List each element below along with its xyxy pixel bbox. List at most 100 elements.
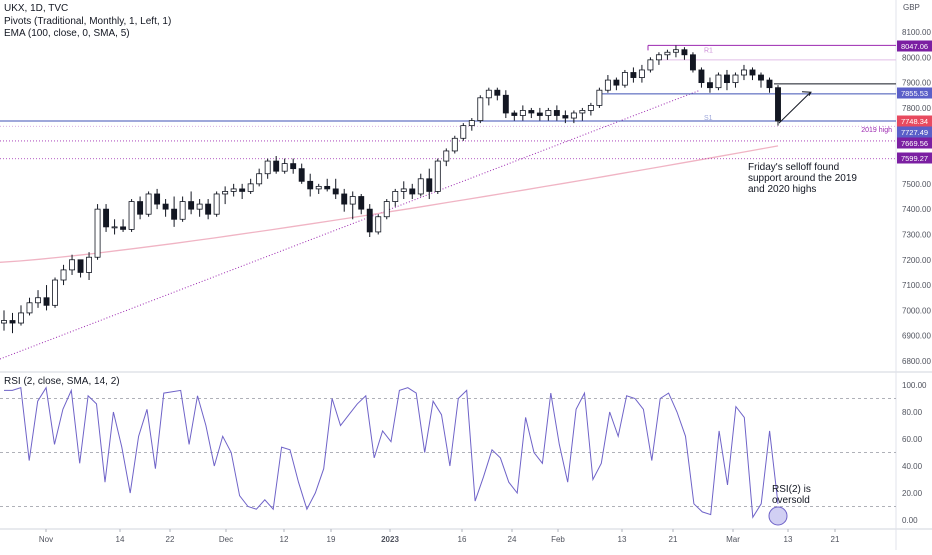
candle-body (213, 193, 220, 215)
candle[interactable] (562, 110, 569, 124)
candle[interactable] (664, 49, 671, 60)
candle[interactable] (443, 148, 450, 167)
candle[interactable] (94, 204, 101, 260)
candle[interactable] (749, 67, 756, 81)
candle[interactable] (154, 188, 161, 210)
candle[interactable] (383, 199, 390, 220)
candle[interactable] (715, 72, 722, 91)
candle[interactable] (400, 181, 407, 200)
candle[interactable] (494, 87, 501, 101)
candle[interactable] (392, 188, 399, 207)
candle[interactable] (553, 105, 560, 121)
candle[interactable] (426, 168, 433, 200)
candle[interactable] (247, 178, 254, 194)
candle[interactable] (579, 107, 586, 121)
candle[interactable] (239, 183, 246, 200)
candle[interactable] (758, 72, 764, 88)
candle[interactable] (409, 183, 416, 200)
candle[interactable] (681, 47, 688, 60)
candle[interactable] (502, 90, 509, 119)
candle[interactable] (604, 75, 611, 93)
candle[interactable] (366, 204, 373, 237)
price-badge: 7727.49 (897, 126, 932, 138)
candle[interactable] (222, 186, 229, 205)
candle[interactable] (137, 196, 144, 220)
candle[interactable] (766, 77, 773, 93)
time-tick-label: 13 (784, 535, 793, 544)
candle[interactable] (290, 158, 297, 174)
candle[interactable] (485, 87, 492, 106)
candle[interactable] (621, 69, 628, 88)
candle[interactable] (9, 312, 16, 334)
candle[interactable] (698, 67, 705, 88)
candle[interactable] (511, 110, 518, 121)
candle[interactable] (536, 107, 543, 121)
candle[interactable] (162, 199, 169, 217)
candle[interactable] (264, 158, 271, 179)
candle[interactable] (196, 199, 203, 217)
candle[interactable] (332, 178, 339, 200)
candle[interactable] (528, 107, 535, 119)
candle[interactable] (417, 173, 424, 197)
candle-body (579, 110, 586, 114)
candle[interactable] (451, 135, 458, 154)
candle[interactable] (86, 252, 93, 281)
candle[interactable] (741, 64, 747, 81)
candle[interactable] (307, 173, 314, 197)
candle[interactable] (35, 290, 41, 308)
candle[interactable] (315, 183, 322, 194)
candle[interactable] (460, 123, 467, 141)
candle[interactable] (128, 199, 135, 232)
candle[interactable] (1, 310, 7, 331)
candle[interactable] (60, 264, 67, 286)
candle[interactable] (689, 52, 696, 73)
candle[interactable] (256, 168, 263, 187)
rsi-tick-label: 80.00 (902, 408, 923, 417)
candle[interactable] (468, 118, 475, 131)
candle[interactable] (188, 191, 195, 215)
candle[interactable] (587, 102, 594, 116)
candle[interactable] (570, 110, 577, 124)
candle[interactable] (52, 277, 58, 308)
candle[interactable] (724, 69, 730, 91)
candle[interactable] (281, 158, 288, 174)
candle[interactable] (545, 107, 552, 121)
candle[interactable] (630, 67, 637, 83)
candle[interactable] (230, 183, 237, 197)
candle[interactable] (707, 77, 713, 93)
candle[interactable] (111, 219, 118, 235)
candle[interactable] (273, 156, 280, 174)
candle[interactable] (69, 254, 75, 275)
candle[interactable] (43, 285, 50, 311)
candle[interactable] (519, 105, 526, 121)
candle[interactable] (434, 158, 441, 194)
candle[interactable] (26, 297, 33, 316)
candle[interactable] (341, 188, 348, 212)
candle[interactable] (358, 193, 365, 215)
candle[interactable] (375, 214, 382, 235)
candle[interactable] (145, 191, 152, 217)
candle[interactable] (324, 178, 331, 192)
candle[interactable] (775, 85, 781, 126)
candle[interactable] (638, 64, 645, 83)
candle[interactable] (179, 196, 186, 222)
candle[interactable] (213, 191, 220, 217)
candle[interactable] (298, 163, 305, 184)
candle[interactable] (732, 72, 739, 88)
candle[interactable] (18, 305, 24, 326)
candle[interactable] (77, 259, 84, 278)
candle[interactable] (205, 199, 212, 220)
candle[interactable] (672, 45, 679, 58)
candle-body (205, 203, 212, 215)
candle[interactable] (120, 219, 127, 232)
candle[interactable] (477, 95, 484, 124)
candle[interactable] (655, 52, 662, 65)
candle[interactable] (647, 57, 654, 73)
candle[interactable] (596, 87, 603, 108)
candle[interactable] (349, 191, 356, 220)
candle-body (281, 163, 288, 172)
candle[interactable] (171, 196, 178, 227)
candle[interactable] (613, 77, 620, 91)
candle[interactable] (103, 204, 110, 232)
